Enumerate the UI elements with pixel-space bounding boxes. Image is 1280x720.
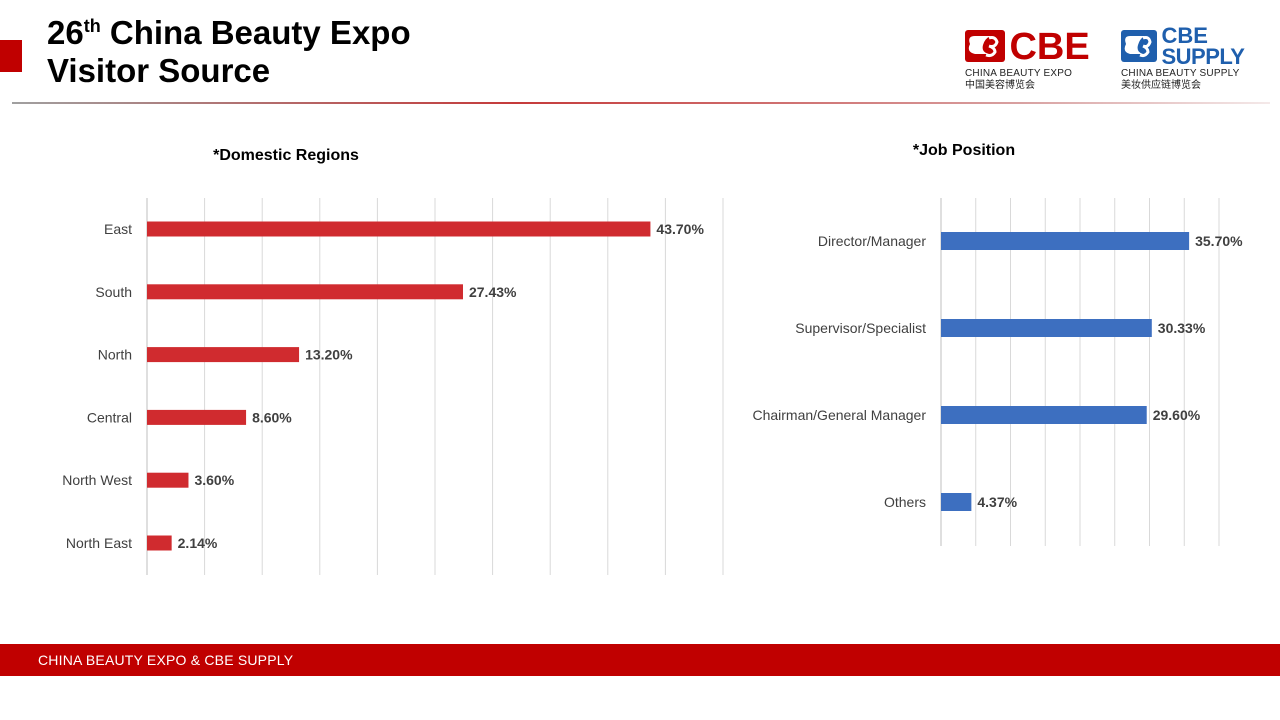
regions-value-label: 3.60% bbox=[194, 472, 234, 488]
jobs-bar-others bbox=[941, 493, 972, 511]
regions-value-label: 13.20% bbox=[305, 347, 353, 363]
cbe-supply-logo-word-top: CBE bbox=[1161, 23, 1208, 48]
cbe-logo: CBE CHINA BEAUTY EXPO 中国美容博览会 bbox=[965, 26, 1090, 92]
regions-bar-north bbox=[147, 347, 300, 363]
cbe-supply-logo: CBE SUPPLY CHINA BEAUTY SUPPLY 美妆供应链博览会 bbox=[1121, 23, 1245, 92]
job-position-chart-title: *Job Position bbox=[912, 142, 1016, 159]
regions-value-label: 8.60% bbox=[252, 409, 292, 425]
jobs-bar-supervisor-specialist bbox=[941, 319, 1152, 337]
cbe-logo-mark-icon bbox=[965, 30, 1005, 62]
regions-value-label: 27.43% bbox=[469, 284, 517, 300]
regions-bar-east bbox=[147, 221, 651, 237]
page-title: 26th China Beauty Expo Visitor Source bbox=[47, 14, 411, 89]
domestic-regions-chart-title: *Domestic Regions bbox=[213, 147, 359, 164]
regions-bar-central bbox=[147, 409, 247, 425]
cbe-supply-logo-mark-icon bbox=[1121, 30, 1157, 62]
jobs-value-label: 29.60% bbox=[1153, 407, 1201, 423]
regions-category-label: North West bbox=[62, 472, 132, 488]
footer-bar: CHINA BEAUTY EXPO & CBE SUPPLY bbox=[0, 644, 1280, 676]
cbe-logo-word: CBE bbox=[1009, 26, 1090, 68]
cbe-logo-subtitle: CHINA BEAUTY EXPO bbox=[965, 68, 1073, 79]
regions-value-label: 2.14% bbox=[178, 535, 218, 551]
cbe-supply-logo-subtitle: CHINA BEAUTY SUPPLY bbox=[1121, 68, 1240, 79]
regions-category-label: Central bbox=[87, 409, 132, 425]
regions-bar-south bbox=[147, 284, 463, 300]
cbe-logo-chinese: 中国美容博览会 bbox=[965, 80, 1035, 91]
jobs-category-label: Director/Manager bbox=[818, 233, 926, 249]
jobs-category-label: Others bbox=[884, 494, 926, 510]
cbe-supply-logo-word-bottom: SUPPLY bbox=[1161, 44, 1245, 69]
jobs-value-label: 30.33% bbox=[1158, 320, 1206, 336]
title-accent-bar bbox=[0, 40, 22, 72]
regions-value-label: 43.70% bbox=[656, 221, 704, 237]
title-divider bbox=[12, 102, 1270, 104]
regions-category-label: North East bbox=[66, 535, 132, 551]
regions-bar-north-east bbox=[147, 535, 172, 551]
jobs-category-label: Chairman/General Manager bbox=[752, 407, 926, 423]
footer-text: CHINA BEAUTY EXPO & CBE SUPPLY bbox=[38, 652, 294, 668]
jobs-category-label: Supervisor/Specialist bbox=[795, 320, 926, 336]
regions-bar-north-west bbox=[147, 472, 189, 488]
cbe-supply-logo-chinese: 美妆供应链博览会 bbox=[1121, 80, 1201, 91]
domestic-regions-chart: East 43.70% South 27.43% North 13.20% Central 8… bbox=[62, 198, 724, 575]
regions-category-label: South bbox=[95, 284, 132, 300]
jobs-bar-director-manager bbox=[941, 232, 1190, 250]
jobs-value-label: 4.37% bbox=[977, 494, 1017, 510]
regions-category-label: North bbox=[98, 347, 132, 363]
jobs-value-label: 35.70% bbox=[1195, 233, 1243, 249]
job-position-chart: Director/Manager 35.70% Supervisor/Special… bbox=[752, 198, 1243, 546]
regions-category-label: East bbox=[104, 221, 132, 237]
jobs-bar-chairman-general-manager bbox=[941, 406, 1147, 424]
